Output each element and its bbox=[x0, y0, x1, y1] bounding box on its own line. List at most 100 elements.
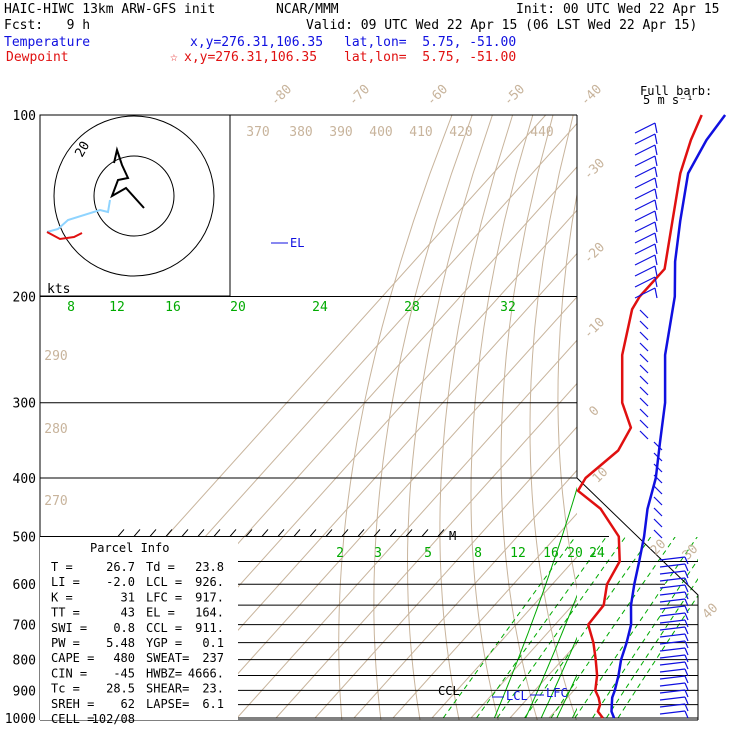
forecast-hour: Fcst: 9 h bbox=[4, 18, 91, 33]
wind-barb bbox=[634, 155, 656, 167]
parcel-value: 62 bbox=[121, 697, 135, 711]
wind-barb bbox=[659, 612, 686, 617]
mixing-ratio-label: 2 bbox=[336, 546, 344, 561]
hatch-mark bbox=[373, 529, 381, 537]
pressure-tick-label: 200 bbox=[13, 291, 36, 306]
dry-adiabat-line bbox=[557, 191, 577, 591]
theta-label: 380 bbox=[289, 125, 312, 140]
wind-barb bbox=[684, 577, 689, 586]
parcel-label: SWEAT= bbox=[146, 651, 189, 665]
wind-barb bbox=[684, 661, 689, 670]
theta-e-label: 20 bbox=[230, 300, 246, 315]
wind-barb bbox=[684, 584, 689, 593]
wind-barb bbox=[639, 353, 649, 363]
isotherm-label: -40 bbox=[578, 82, 605, 109]
theta-label: 440 bbox=[530, 125, 553, 140]
isotherm-label: 10 bbox=[590, 465, 612, 487]
pressure-tick-label: 500 bbox=[13, 530, 36, 545]
wind-barb bbox=[684, 647, 689, 656]
wind-barb bbox=[654, 232, 658, 244]
wind-barb bbox=[653, 452, 663, 462]
wind-barb bbox=[684, 612, 689, 621]
hodograph-box bbox=[39, 114, 231, 297]
parcel-info-table: Parcel Info T = 26.7 Td = 23.8 LI = -2.0 LCL = 9… bbox=[40, 537, 238, 726]
wind-barb bbox=[684, 591, 689, 600]
dry-adiabat-line bbox=[373, 115, 473, 720]
parcel-label: PW = bbox=[51, 636, 80, 650]
wind-barb bbox=[653, 474, 663, 484]
isotherm-line bbox=[275, 382, 577, 719]
parcel-label: YGP = bbox=[146, 636, 182, 650]
isotherm-line bbox=[470, 599, 577, 719]
wind-barb bbox=[684, 640, 689, 649]
parcel-value: 917. bbox=[195, 590, 224, 604]
sounding-profiles: EL M CCL LCL LFC bbox=[271, 114, 727, 719]
level-annotation: LCL bbox=[506, 689, 528, 703]
pressure-tick-label: 900 bbox=[13, 684, 36, 699]
wind-barb bbox=[639, 364, 649, 374]
hatch-mark bbox=[117, 529, 125, 537]
hatch-mark bbox=[181, 529, 189, 537]
mixing-ratio-label: 16 bbox=[543, 546, 559, 561]
pressure-tick-label: 300 bbox=[13, 397, 36, 412]
parcel-value: 0.8 bbox=[113, 621, 135, 635]
wind-barb bbox=[639, 430, 649, 440]
wind-barb bbox=[684, 710, 689, 719]
wind-barb bbox=[659, 689, 686, 694]
wind-barb bbox=[654, 155, 658, 167]
wind-barb bbox=[634, 243, 656, 255]
isotherm-line bbox=[431, 556, 577, 719]
isotherm-label: -10 bbox=[581, 315, 608, 342]
isotherm-label: 40 bbox=[700, 601, 722, 623]
parcel-label: TT = bbox=[51, 606, 80, 620]
parcel-label: LI = bbox=[51, 575, 80, 589]
theta-label: 410 bbox=[409, 125, 432, 140]
wind-barb bbox=[634, 177, 656, 189]
wind-barb bbox=[654, 221, 658, 233]
moist-adiabat-line bbox=[650, 297, 740, 719]
model-title: HAIC-HIWC 13km ARW-GFS init bbox=[4, 2, 216, 17]
wind-barb bbox=[653, 496, 663, 506]
mixing-ratio-label: 5 bbox=[424, 546, 432, 561]
parcel-value: 911. bbox=[195, 621, 224, 635]
isotherm-line bbox=[236, 339, 577, 719]
hatch-mark bbox=[213, 529, 221, 537]
wind-barb bbox=[634, 199, 656, 211]
wind-barb bbox=[639, 386, 649, 396]
parcel-value: 102/08 bbox=[92, 712, 135, 726]
theta-label: 420 bbox=[449, 125, 472, 140]
wind-barb bbox=[654, 287, 658, 299]
isotherm-label: -60 bbox=[424, 82, 451, 109]
wind-barb bbox=[684, 619, 689, 628]
wind-barb bbox=[639, 419, 649, 429]
init-time: Init: 00 UTC Wed 22 Apr 15 bbox=[516, 2, 720, 17]
level-annotation: M bbox=[449, 529, 456, 543]
moist-adiabat-line bbox=[619, 297, 740, 719]
wind-barb bbox=[653, 485, 663, 495]
dewpoint-legend: Dewpoint bbox=[6, 50, 69, 65]
parcel-label: LCL = bbox=[146, 575, 182, 589]
wind-barb bbox=[639, 331, 649, 341]
isotherm-line bbox=[197, 296, 577, 719]
theta-e-label: 32 bbox=[500, 300, 516, 315]
pressure-tick-label: 1000 bbox=[5, 712, 36, 727]
dry-adiabat-line bbox=[406, 115, 493, 720]
wind-barb bbox=[684, 598, 689, 607]
theta-e-label: 16 bbox=[165, 300, 181, 315]
wind-barb bbox=[684, 654, 689, 663]
dry-adiabat-line bbox=[529, 115, 577, 720]
level-annotation: EL bbox=[290, 236, 304, 250]
parcel-label: CAPE = bbox=[51, 651, 94, 665]
dewpoint-latlon: lat,lon= 5.75, -51.00 bbox=[344, 50, 517, 65]
wind-barb bbox=[684, 563, 689, 572]
hodograph-trace-upper bbox=[110, 146, 145, 209]
parcel-value: 0.1 bbox=[202, 636, 224, 650]
moist-adiabat-line bbox=[525, 594, 577, 719]
wind-barb bbox=[654, 276, 658, 288]
parcel-value: -45 bbox=[113, 666, 135, 680]
barb-legend-label: Full barb: bbox=[640, 84, 712, 98]
theta-e-label: 24 bbox=[312, 300, 328, 315]
isotherm-label: -20 bbox=[581, 240, 608, 267]
wind-barb bbox=[639, 342, 649, 352]
